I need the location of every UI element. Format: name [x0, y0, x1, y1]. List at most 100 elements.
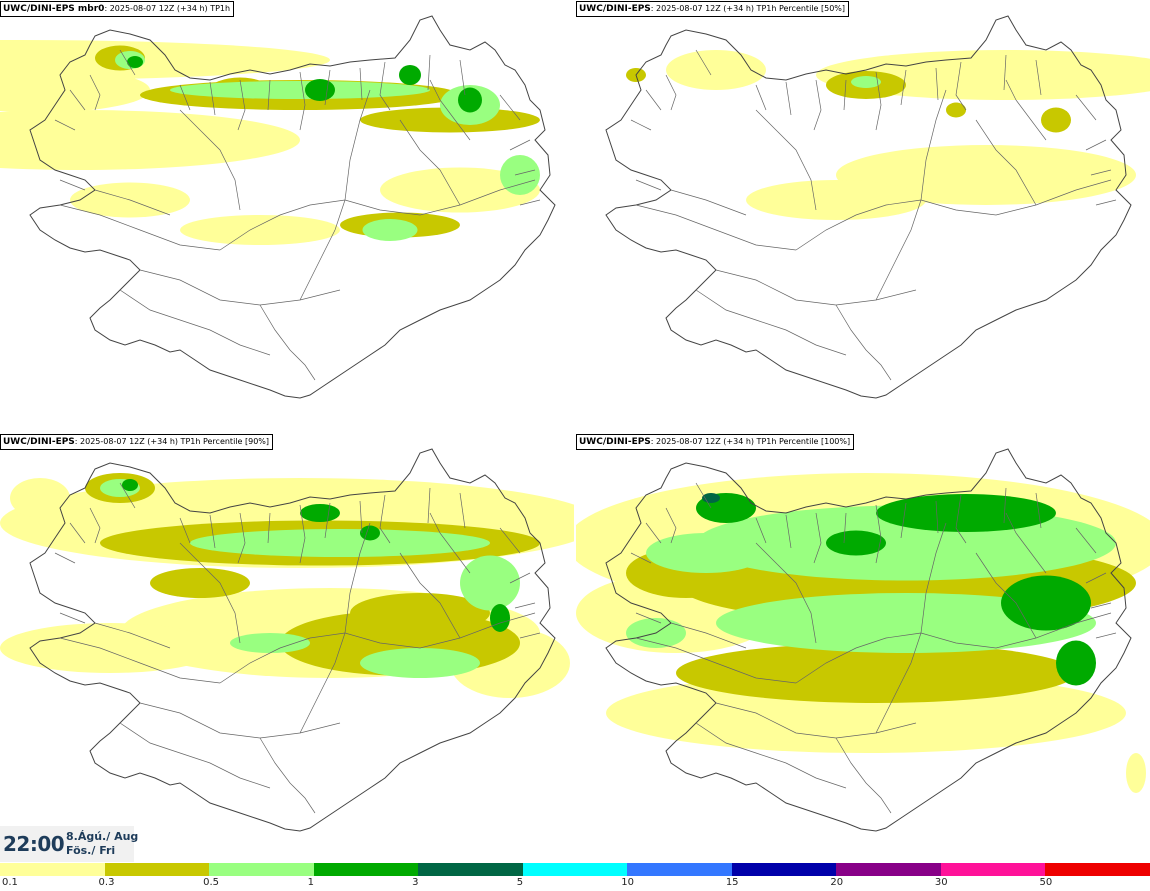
precip-contour [10, 478, 70, 518]
boundary-line [344, 179, 536, 216]
boundary-line [399, 119, 461, 206]
boundary-line [900, 69, 907, 106]
boundary-line [1075, 94, 1097, 121]
precip-contour [0, 623, 220, 673]
boundary-line [975, 119, 1037, 206]
legend-swatch [313, 863, 420, 876]
panel-title: UWC/DINI-EPS: 2025-08-07 12Z (+34 h) TP1… [0, 434, 274, 450]
boundary-line [519, 199, 541, 206]
boundary-line [519, 632, 541, 639]
precip-contour [305, 79, 335, 101]
boundary-line [670, 622, 747, 649]
boundary-line [975, 552, 1037, 639]
boundary-line [299, 159, 351, 301]
boundary-line [785, 514, 792, 549]
boundary-line [813, 79, 822, 131]
precip-contour [460, 555, 520, 611]
boundary-line [399, 552, 461, 639]
boundary-line [835, 304, 892, 381]
legend-label: 20 [830, 877, 844, 888]
boundary-line [139, 702, 341, 739]
boundary-line [925, 89, 947, 161]
boundary-line [785, 81, 792, 116]
precip-contour [851, 76, 881, 88]
boundary-line [795, 632, 922, 684]
boundary-line [359, 500, 363, 534]
legend-swatch [940, 863, 1047, 876]
precip-map [0, 15, 556, 399]
boundary-line [1085, 139, 1107, 151]
boundary-line [925, 522, 947, 594]
boundary-line [935, 500, 939, 534]
boundary-line [324, 69, 331, 106]
boundary-line [635, 612, 662, 624]
boundary-line [695, 289, 847, 356]
boundary-line [324, 502, 331, 539]
boundary-line [1085, 572, 1107, 584]
precip-contour [1056, 640, 1096, 686]
boundary-line [59, 612, 86, 624]
valid-time-date: 8.Ágú./ Aug Fös./ Fri [66, 830, 138, 858]
boundary-line [630, 552, 652, 564]
panel-top-right: UWC/DINI-EPS: 2025-08-07 12Z (+34 h) TP1… [576, 0, 1150, 430]
legend-label: 15 [725, 877, 739, 888]
boundary-line [59, 204, 221, 251]
precip-contour [1041, 107, 1071, 133]
boundary-line [59, 637, 221, 684]
valid-date-line2: Fös./ Fri [66, 844, 116, 857]
boundary-line [920, 612, 1112, 649]
precip-contour [127, 56, 143, 68]
boundary-line [665, 74, 677, 111]
precip-contour [380, 167, 540, 213]
boundary-line [119, 482, 136, 509]
boundary-line [1003, 487, 1007, 524]
valid-date-line1: 8.Ágú./ Aug [66, 830, 139, 843]
boundary-line [379, 494, 391, 544]
precip-contour [360, 525, 380, 541]
boundary-line [509, 572, 531, 584]
color-legend [0, 863, 1150, 876]
boundary-line [670, 189, 747, 216]
legend-label: 1 [307, 877, 314, 888]
boundary-line [1075, 527, 1097, 554]
boundary-line [843, 512, 847, 544]
boundary-line [695, 722, 847, 789]
boundary-line [755, 517, 767, 544]
precip-contour [350, 593, 490, 633]
boundary-line [1095, 199, 1117, 206]
legend-swatch [836, 863, 942, 876]
boundary-line [843, 79, 847, 111]
boundary-line [499, 94, 521, 121]
boundary-line [119, 289, 271, 356]
boundary-line [695, 49, 712, 76]
boundary-line [429, 512, 471, 574]
boundary-line [1090, 602, 1112, 609]
legend-label: 0.5 [203, 877, 219, 888]
boundary-line [344, 612, 536, 649]
boundary-line [299, 592, 351, 734]
boundary-line [54, 119, 76, 131]
valid-time-clock: 22:00 [3, 832, 65, 856]
boundary-line [459, 492, 466, 529]
boundary-line [237, 79, 246, 131]
boundary-line [1005, 79, 1047, 141]
boundary-line [835, 737, 892, 814]
boundary-line [755, 542, 817, 644]
legend-swatch [104, 863, 211, 876]
legend-swatch [522, 863, 629, 876]
panel-top-left: UWC/DINI-EPS mbr0: 2025-08-07 12Z (+34 h… [0, 0, 574, 430]
coastline [605, 448, 1132, 832]
precip-contour [646, 533, 766, 573]
boundary-line [459, 59, 466, 96]
boundary-line [237, 512, 246, 564]
boundary-line [94, 622, 171, 649]
boundary-line [695, 482, 712, 509]
boundary-line [209, 81, 216, 116]
boundary-line [179, 517, 191, 544]
boundary-line [630, 119, 652, 131]
precip-contour [190, 529, 490, 557]
boundary-line [645, 89, 662, 111]
boundary-line [69, 89, 86, 111]
boundary-line [349, 522, 371, 594]
precip-contour [399, 65, 421, 85]
